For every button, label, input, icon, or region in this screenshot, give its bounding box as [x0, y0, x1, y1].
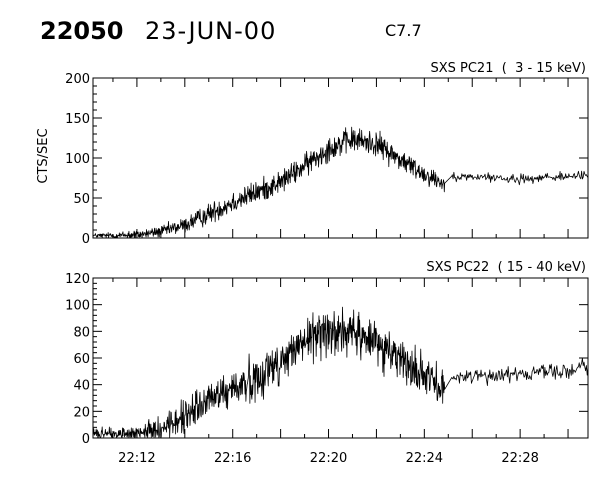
y-tick-label: 100: [65, 152, 90, 167]
flare-class: C7.7: [385, 21, 422, 40]
event-number: 22050: [40, 17, 124, 45]
y-tick-label: 20: [73, 405, 90, 420]
y-axis-label: CTS/SEC: [36, 128, 51, 183]
panel-title-pc21: SXS PC21 ( 3 - 15 keV): [430, 61, 586, 76]
panel-title-pc22: SXS PC22 ( 15 - 40 keV): [426, 260, 586, 275]
x-tick-label: 22:20: [310, 451, 347, 466]
y-tick-label: 120: [65, 272, 90, 287]
x-tick-label: 22:16: [214, 451, 251, 466]
y-tick-label: 80: [73, 325, 90, 340]
panel-pc21: SXS PC21 ( 3 - 15 keV) CTS/SEC 0 50 100 150…: [36, 61, 589, 247]
y-tick-label: 200: [65, 72, 90, 87]
plot-frame: [92, 277, 589, 439]
x-tick-label: 22:24: [406, 451, 443, 466]
y-tick-label: 0: [82, 232, 90, 247]
y-tick-label: 150: [65, 112, 90, 127]
y-tick-label: 60: [73, 352, 90, 367]
y-tick-label: 100: [65, 299, 90, 314]
plot-frame: [92, 77, 589, 239]
observation-date: 23-JUN-00: [145, 17, 277, 45]
panel-pc22: SXS PC22 ( 15 - 40 keV) 0 20 40 60 80 100 120 2…: [65, 260, 589, 466]
x-tick-label: 22:28: [501, 451, 538, 466]
y-tick-label: 50: [73, 192, 90, 207]
series-line: [92, 126, 589, 239]
y-tick-label: 0: [82, 432, 90, 447]
y-tick-label: 40: [73, 379, 90, 394]
series-line: [92, 306, 589, 439]
x-tick-label: 22:12: [118, 451, 155, 466]
